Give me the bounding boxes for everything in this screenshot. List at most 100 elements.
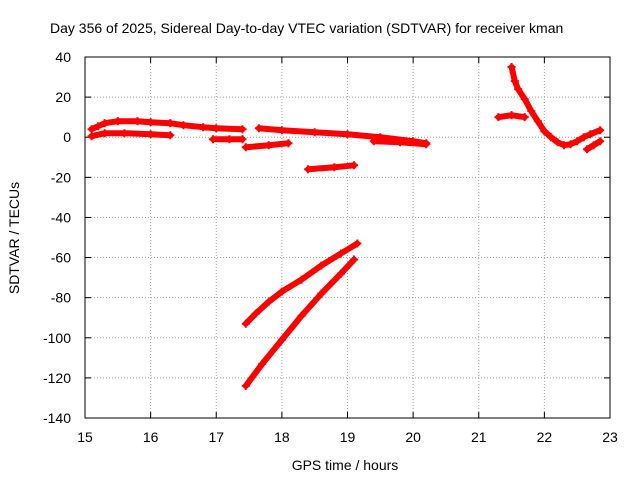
y-tick-label: -100 — [43, 330, 71, 346]
data-point-marker — [241, 319, 250, 328]
data-point-marker — [120, 129, 129, 138]
data-point-marker — [297, 311, 306, 320]
data-point-marker — [264, 141, 273, 150]
data-point-marker — [297, 275, 306, 284]
data-point-marker — [254, 124, 263, 133]
y-tick-label: -20 — [51, 169, 71, 185]
y-tick-label: 20 — [55, 89, 71, 105]
y-tick-label: -80 — [51, 290, 71, 306]
data-point-marker — [166, 131, 175, 140]
chart-title: Day 356 of 2025, Sidereal Day-to-day VTE… — [50, 20, 563, 36]
data-point-marker — [100, 119, 109, 128]
series-track-10 — [494, 111, 529, 122]
data-point-marker — [573, 137, 582, 146]
data-point-marker — [238, 125, 247, 134]
data-point-marker — [540, 127, 549, 136]
x-tick-label: 20 — [405, 429, 421, 445]
data-point-marker — [579, 133, 588, 142]
data-point-marker — [241, 381, 250, 390]
data-point-marker — [527, 107, 536, 116]
data-point-marker — [310, 128, 319, 137]
x-tick-label: 23 — [602, 429, 618, 445]
series-track-12 — [583, 137, 605, 154]
x-tick-label: 19 — [340, 429, 356, 445]
data-point-marker — [353, 239, 362, 248]
data-point-marker — [133, 117, 142, 126]
data-point-marker — [422, 140, 431, 149]
data-point-marker — [553, 138, 562, 147]
data-point-marker — [494, 113, 503, 122]
data-point-marker — [330, 163, 339, 172]
data-point-marker — [586, 130, 595, 139]
data-point-marker — [583, 145, 592, 154]
data-point-marker — [596, 126, 605, 135]
data-point-marker — [596, 137, 605, 146]
data-point-marker — [343, 130, 352, 139]
data-point-marker — [510, 77, 519, 86]
data-point-marker — [100, 129, 109, 138]
data-point-marker — [146, 118, 155, 127]
data-point-marker — [546, 133, 555, 142]
data-point-marker — [317, 289, 326, 298]
data-point-marker — [264, 297, 273, 306]
x-axis-label: GPS time / hours — [292, 457, 399, 473]
series-track-4 — [241, 139, 293, 152]
x-tick-label: 21 — [471, 429, 487, 445]
y-tick-label: 40 — [55, 49, 71, 65]
data-point-marker — [277, 287, 286, 296]
data-point-marker — [514, 85, 523, 94]
data-point-marker — [113, 117, 122, 126]
data-point-marker — [238, 135, 247, 144]
y-tick-label: -120 — [43, 370, 71, 386]
series-track-1 — [87, 117, 247, 134]
series-track-3 — [208, 135, 247, 144]
data-point-marker — [533, 117, 542, 126]
y-tick-label: -140 — [43, 410, 71, 426]
data-point-marker — [589, 141, 598, 150]
data-point-marker — [507, 111, 516, 120]
data-point-marker — [199, 123, 208, 132]
series-track-11 — [507, 63, 605, 150]
data-point-marker — [87, 125, 96, 134]
series-track-6 — [369, 137, 431, 149]
data-series — [87, 63, 605, 390]
x-tick-label: 16 — [143, 429, 159, 445]
data-point-marker — [212, 124, 221, 133]
x-tick-label: 17 — [208, 429, 224, 445]
x-tick-label: 18 — [274, 429, 290, 445]
data-point-marker — [251, 309, 260, 318]
y-axis-label: SDTVAR / TECUs — [6, 182, 22, 294]
series-line — [242, 240, 361, 327]
data-point-marker — [336, 269, 345, 278]
axis-ticks — [84, 56, 611, 419]
grid-lines — [85, 57, 610, 418]
data-point-marker — [87, 132, 96, 141]
data-point-marker — [336, 249, 345, 258]
data-point-marker — [520, 113, 529, 122]
x-tick-labels: 15 16 17 18 19 20 21 22 23 — [77, 429, 618, 445]
data-point-marker — [166, 119, 175, 128]
y-tick-label: 0 — [63, 129, 71, 145]
data-point-marker — [396, 138, 404, 147]
series-track-8 — [241, 239, 362, 328]
data-point-marker — [208, 135, 217, 144]
data-point-marker — [507, 63, 516, 72]
data-point-marker — [284, 139, 293, 148]
data-point-marker — [317, 261, 326, 270]
data-point-marker — [369, 137, 378, 146]
series-track-7 — [304, 161, 359, 174]
data-point-marker — [350, 161, 359, 170]
y-tick-labels: 40 20 0 -20 -40 -60 -80 -100 -120 -140 — [43, 49, 71, 426]
data-point-marker — [241, 143, 250, 152]
data-point-marker — [277, 335, 286, 344]
series-track-9 — [241, 255, 359, 390]
y-tick-label: -40 — [51, 209, 71, 225]
data-point-marker — [350, 255, 359, 264]
data-point-marker — [94, 122, 103, 131]
data-point-marker — [225, 135, 234, 144]
data-point-marker — [566, 140, 575, 149]
data-point-marker — [304, 165, 313, 174]
data-point-marker — [277, 126, 286, 135]
series-track-2 — [87, 129, 175, 141]
